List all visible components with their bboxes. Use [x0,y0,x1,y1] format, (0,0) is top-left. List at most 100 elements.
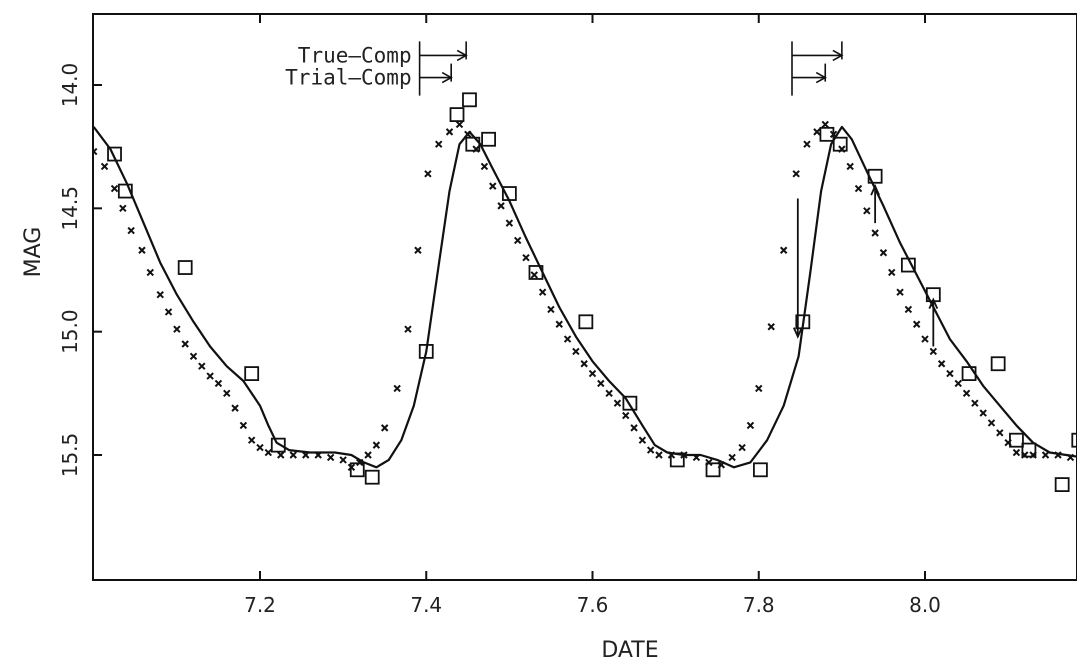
cross-point [424,170,432,178]
cross-point [555,320,563,328]
correction-arrow-head [792,327,803,339]
cross-point [146,268,154,277]
y-axis-title: MAG [21,227,46,278]
cross-point [929,347,938,356]
cross-point [946,369,954,378]
cross-point [563,335,572,343]
cross-point [630,424,638,432]
cross-point [821,120,829,129]
y-tick-label: 14.0 [58,63,82,108]
cross-point [497,202,505,210]
square-point [462,92,477,108]
cross-point [414,246,422,254]
cross-point [655,451,663,459]
model-curve-line [93,125,1077,469]
x-tick-label: 7.2 [244,593,276,617]
square-point [753,462,768,478]
series-cross [93,120,1075,472]
cross-point [277,451,285,459]
cross-point [979,409,987,417]
square-point [117,183,133,199]
cross-point [380,424,389,432]
series-open-square [107,92,1077,493]
cross-point [445,128,454,136]
cross-point [489,182,497,190]
square-point [107,146,122,162]
cross-point [912,320,921,328]
cross-point [480,162,489,171]
cross-point [779,246,788,254]
cross-point [435,140,443,148]
series-solid-line [93,125,1077,469]
annotation-label: Trial–Comp [285,66,411,90]
square-point [819,126,835,142]
axes: 7.2 7.4 7.6 7.8 8.0 14.0 14.5 15.0 15.5 [58,14,941,617]
cross-point [728,453,736,462]
cross-point [954,379,962,388]
square-point [622,395,638,411]
x-tick-label: 7.6 [577,593,609,617]
cross-point [339,456,347,464]
cross-point [962,389,971,398]
cross-point [326,453,335,462]
cross-point [871,229,879,237]
cross-point [164,308,173,316]
x-tick-label: 7.8 [743,593,775,617]
cross-point [93,147,98,156]
cross-point [538,288,547,296]
square-point [1009,432,1024,448]
square-point [578,314,594,330]
cross-point [580,360,588,368]
cross-point [755,384,763,393]
cross-point [987,419,996,427]
cross-point [767,323,775,331]
plot-area [93,92,1077,493]
x-tick-label: 8.0 [909,593,941,617]
square-point [449,107,465,122]
y-tick-label: 15.5 [58,433,82,478]
correction-arrow-head [928,297,939,309]
cross-point [138,246,146,254]
square-point [364,469,380,485]
cross-point [613,399,622,407]
square-point [177,260,193,275]
cross-point [214,379,223,388]
plot-border [92,13,1077,581]
y-tick-label: 15.0 [58,309,82,354]
correction-arrows [792,183,939,347]
x-axis-title: DATE [601,638,658,663]
cross-point [863,207,871,215]
cross-point [393,384,401,393]
cross-point [110,184,119,193]
cross-point [364,451,372,459]
cross-point [247,436,256,444]
cross-point [547,305,555,314]
cross-point [223,389,231,398]
cross-point [738,443,746,452]
cross-point [937,360,946,368]
cross-point [505,219,514,227]
cross-point [996,429,1004,437]
cross-point [888,268,896,277]
cross-point [239,421,248,430]
square-point [244,366,260,382]
cross-point [803,140,811,148]
square-point [349,462,365,478]
cross-point [846,162,854,171]
square-point [270,437,286,453]
cross-point [289,451,297,459]
square-point [481,131,496,147]
cross-point [605,389,613,398]
cross-point [588,369,597,378]
cross-point [372,441,381,449]
cross-point [173,325,181,333]
cross-point [404,325,412,333]
cross-point [746,421,755,430]
cross-point [513,236,522,245]
cross-point [622,411,630,420]
cross-point [522,253,530,262]
cross-point [1041,451,1050,459]
cross-point [792,170,800,178]
